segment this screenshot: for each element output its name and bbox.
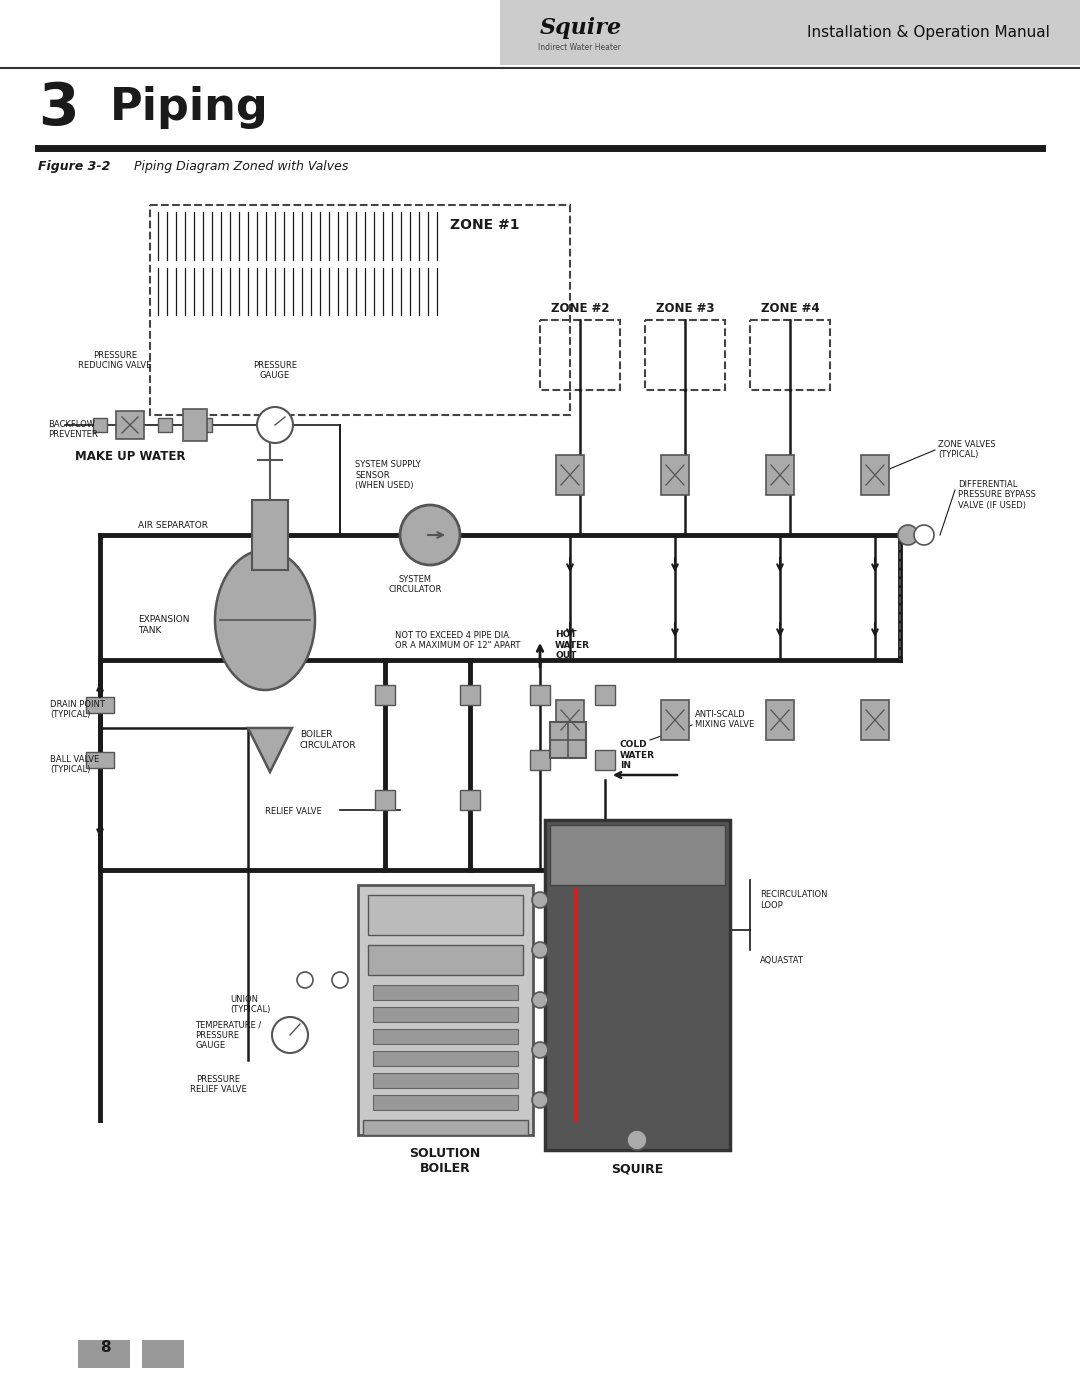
Text: SYSTEM SUPPLY
SENSOR
(WHEN USED): SYSTEM SUPPLY SENSOR (WHEN USED): [355, 460, 421, 490]
Circle shape: [532, 1092, 548, 1108]
Text: ZONE #3: ZONE #3: [656, 302, 714, 314]
Bar: [550, 826, 725, 886]
Bar: [460, 685, 480, 705]
Bar: [363, 1120, 528, 1134]
Text: Squire: Squire: [540, 17, 622, 39]
Bar: [500, 0, 1080, 66]
Bar: [766, 700, 794, 740]
Circle shape: [627, 1130, 647, 1150]
Circle shape: [532, 893, 548, 908]
Bar: [158, 418, 172, 432]
Bar: [357, 886, 534, 1134]
Text: BOILER
CIRCULATOR: BOILER CIRCULATOR: [300, 731, 356, 750]
Bar: [373, 1030, 518, 1044]
Text: BALL VALVE
(TYPICAL): BALL VALVE (TYPICAL): [50, 754, 99, 774]
Bar: [556, 700, 584, 740]
Bar: [183, 409, 207, 441]
Circle shape: [532, 992, 548, 1009]
Bar: [375, 789, 395, 810]
Text: BACKFLOW
PREVENTER: BACKFLOW PREVENTER: [48, 420, 98, 440]
Text: PRESSURE
GAUGE: PRESSURE GAUGE: [253, 360, 297, 380]
Bar: [645, 320, 725, 390]
Text: 8: 8: [99, 1340, 110, 1355]
Text: DRAIN POINT
(TYPICAL): DRAIN POINT (TYPICAL): [50, 700, 105, 719]
Circle shape: [914, 525, 934, 545]
Text: AIR SEPARATOR: AIR SEPARATOR: [138, 521, 208, 529]
Text: SYSTEM
CIRCULATOR: SYSTEM CIRCULATOR: [389, 576, 442, 594]
Bar: [150, 205, 570, 415]
Text: ZONE VALVES
(TYPICAL): ZONE VALVES (TYPICAL): [939, 440, 996, 460]
Bar: [595, 750, 615, 770]
Circle shape: [400, 504, 460, 564]
Bar: [766, 455, 794, 495]
Text: SOLUTION
BOILER: SOLUTION BOILER: [409, 1147, 481, 1175]
Text: COLD
WATER
IN: COLD WATER IN: [620, 740, 654, 770]
Bar: [545, 820, 730, 1150]
Circle shape: [532, 942, 548, 958]
Text: ZONE #1: ZONE #1: [450, 218, 519, 232]
Text: Indirect Water Heater: Indirect Water Heater: [538, 43, 621, 53]
Text: TEMPERATURE /
PRESSURE
GAUGE: TEMPERATURE / PRESSURE GAUGE: [195, 1020, 261, 1051]
Bar: [750, 320, 831, 390]
Bar: [373, 1051, 518, 1066]
Bar: [861, 455, 889, 495]
Bar: [661, 455, 689, 495]
Circle shape: [297, 972, 313, 988]
Bar: [595, 685, 615, 705]
Bar: [78, 1340, 130, 1368]
Text: DIFFERENTIAL
PRESSURE BYPASS
VALVE (IF USED): DIFFERENTIAL PRESSURE BYPASS VALVE (IF U…: [958, 481, 1036, 510]
Text: PRESSURE
REDUCING VALVE: PRESSURE REDUCING VALVE: [79, 351, 151, 370]
Bar: [86, 752, 114, 768]
Circle shape: [257, 407, 293, 443]
Text: Piping: Piping: [110, 87, 269, 129]
Text: ZONE #4: ZONE #4: [760, 302, 820, 314]
Bar: [373, 1095, 518, 1111]
Bar: [550, 722, 586, 759]
Text: SQUIRE: SQUIRE: [611, 1162, 663, 1175]
Bar: [460, 789, 480, 810]
Text: Piping Diagram Zoned with Valves: Piping Diagram Zoned with Valves: [130, 161, 349, 173]
Bar: [141, 1340, 184, 1368]
Text: RELIEF VALVE: RELIEF VALVE: [265, 807, 322, 816]
Bar: [116, 411, 144, 439]
Text: ZONE #2: ZONE #2: [551, 302, 609, 314]
Bar: [198, 418, 212, 432]
Bar: [373, 985, 518, 1000]
Text: MAKE UP WATER: MAKE UP WATER: [75, 450, 186, 462]
Polygon shape: [248, 728, 292, 773]
Bar: [93, 418, 107, 432]
Bar: [530, 750, 550, 770]
Text: RECIRCULATION
LOOP: RECIRCULATION LOOP: [760, 890, 827, 909]
Circle shape: [332, 972, 348, 988]
Circle shape: [897, 525, 918, 545]
Bar: [368, 895, 523, 935]
Bar: [373, 1073, 518, 1088]
Circle shape: [532, 1042, 548, 1058]
Bar: [368, 944, 523, 975]
Text: Figure 3-2: Figure 3-2: [38, 161, 110, 173]
Text: HOT
WATER
OUT: HOT WATER OUT: [555, 630, 590, 659]
Circle shape: [272, 1017, 308, 1053]
Bar: [530, 685, 550, 705]
Bar: [375, 685, 395, 705]
Text: PRESSURE
RELIEF VALVE: PRESSURE RELIEF VALVE: [190, 1076, 246, 1094]
Text: 3: 3: [38, 80, 79, 137]
Bar: [661, 700, 689, 740]
Text: Installation & Operation Manual: Installation & Operation Manual: [807, 25, 1050, 39]
Text: EXPANSION
TANK: EXPANSION TANK: [138, 615, 189, 634]
Bar: [861, 700, 889, 740]
Bar: [252, 500, 288, 570]
Bar: [373, 1007, 518, 1023]
Text: UNION
(TYPICAL): UNION (TYPICAL): [230, 995, 270, 1014]
Bar: [556, 455, 584, 495]
Text: ANTI-SCALD
MIXING VALVE: ANTI-SCALD MIXING VALVE: [696, 710, 754, 729]
Text: NOT TO EXCEED 4 PIPE DIA.
OR A MAXIMUM OF 12" APART: NOT TO EXCEED 4 PIPE DIA. OR A MAXIMUM O…: [395, 630, 521, 650]
Bar: [540, 320, 620, 390]
Bar: [86, 697, 114, 712]
Ellipse shape: [215, 550, 315, 690]
Text: AQUASTAT: AQUASTAT: [760, 956, 804, 964]
